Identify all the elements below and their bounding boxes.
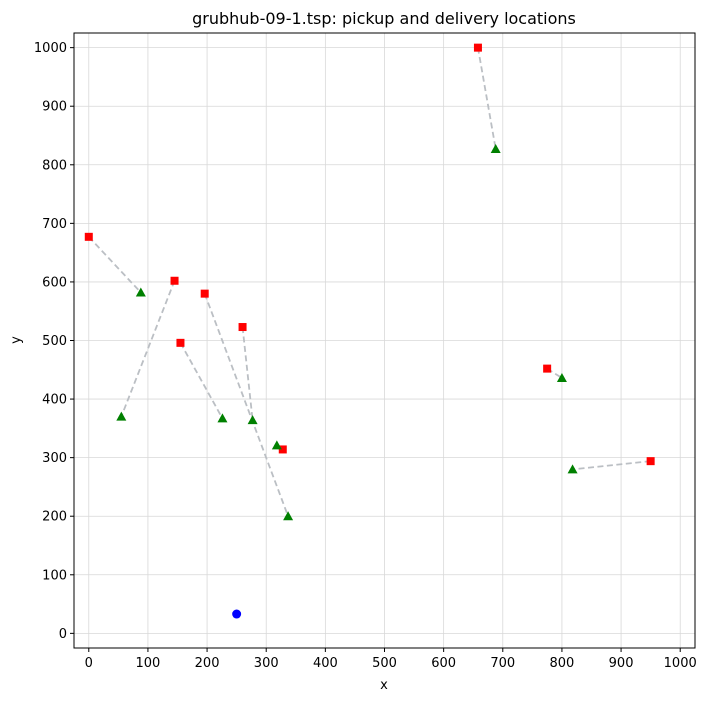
- delivery-marker: [283, 511, 294, 521]
- pickup-marker: [170, 276, 179, 285]
- x-tick-label: 1000: [664, 656, 697, 671]
- x-tick-label: 300: [254, 656, 279, 671]
- x-tick-label: 600: [431, 656, 456, 671]
- pickup-marker: [646, 457, 655, 466]
- y-tick-label: 200: [42, 510, 67, 525]
- x-tick-label: 200: [195, 656, 220, 671]
- pair-line: [179, 342, 224, 419]
- x-tick-label: 900: [609, 656, 634, 671]
- grid: [74, 33, 695, 648]
- pair-line: [120, 280, 176, 417]
- x-tick-label: 700: [490, 656, 515, 671]
- pair-line: [572, 460, 651, 471]
- y-tick-label: 1000: [34, 41, 67, 56]
- y-tick-label: 800: [42, 158, 67, 173]
- delivery-marker: [217, 413, 228, 423]
- pair-line: [241, 326, 254, 421]
- y-tick-label: 900: [42, 100, 67, 115]
- pair-line: [88, 236, 142, 294]
- pickup-marker: [473, 43, 482, 52]
- x-tick-label: 500: [372, 656, 397, 671]
- delivery-marker: [271, 440, 282, 450]
- y-tick-label: 100: [42, 568, 67, 583]
- delivery-marker: [135, 287, 146, 297]
- y-tick-label: 300: [42, 451, 67, 466]
- y-tick-label: 500: [42, 334, 67, 349]
- pickup-marker: [200, 289, 209, 298]
- x-tick-label: 0: [85, 656, 93, 671]
- pickup-marker: [176, 338, 185, 347]
- markers: [84, 43, 655, 619]
- depot-marker: [232, 609, 242, 619]
- y-tick-label: 700: [42, 217, 67, 232]
- delivery-marker: [247, 415, 258, 425]
- x-tick-label: 800: [550, 656, 575, 671]
- chart-title: grubhub-09-1.tsp: pickup and delivery lo…: [192, 9, 576, 28]
- pair-line: [203, 293, 289, 517]
- y-axis-label: y: [9, 336, 24, 344]
- y-tick-label: 0: [59, 627, 67, 642]
- pickup-marker: [543, 364, 552, 373]
- y-axis-ticks: 0 100 200 300 400 500 600 700 800 900 1000: [34, 41, 74, 642]
- pair-lines: [88, 47, 651, 517]
- delivery-marker: [567, 464, 578, 474]
- pair-line: [477, 47, 497, 150]
- x-axis-ticks: 0 100 200 300 400 500 600 700 800 900 1000: [85, 648, 697, 671]
- pickup-marker: [278, 445, 287, 454]
- pickup-marker: [238, 323, 247, 332]
- x-tick-label: 400: [313, 656, 338, 671]
- x-tick-label: 100: [136, 656, 161, 671]
- delivery-marker: [116, 411, 127, 421]
- x-axis-label: x: [380, 678, 388, 693]
- delivery-marker: [490, 143, 501, 153]
- y-tick-label: 400: [42, 393, 67, 408]
- pickup-marker: [84, 232, 93, 241]
- y-tick-label: 600: [42, 275, 67, 290]
- delivery-marker: [556, 372, 567, 382]
